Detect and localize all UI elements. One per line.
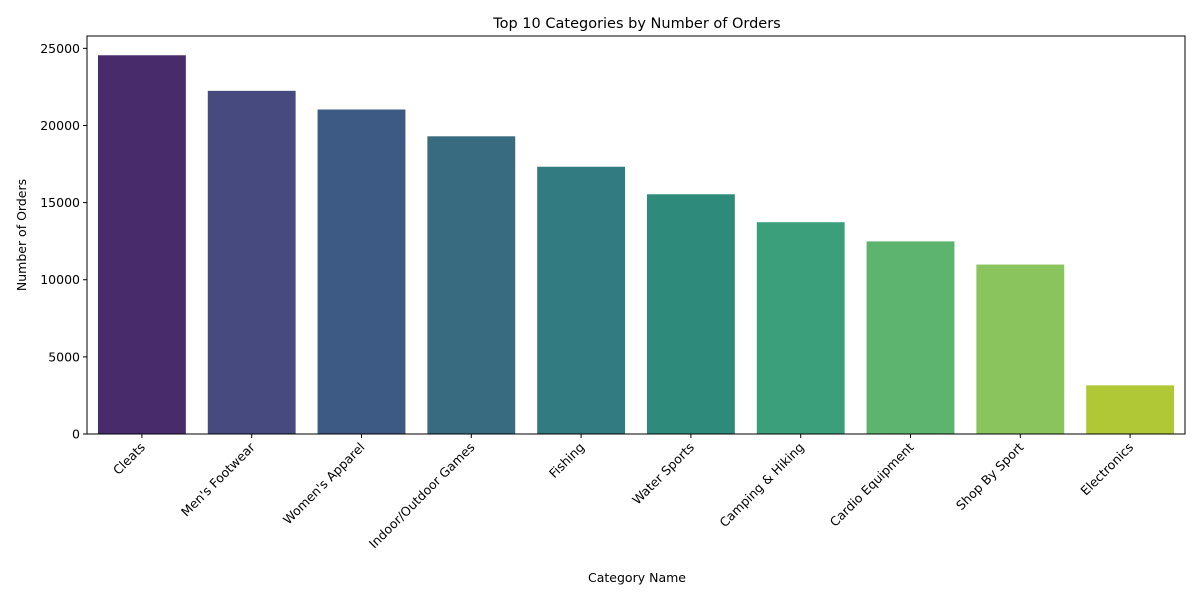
x-tick-label: Camping & Hiking: [716, 440, 806, 530]
bar-9: [1086, 385, 1175, 434]
y-axis-label: Number of Orders: [14, 179, 29, 291]
bar-6: [756, 222, 845, 434]
y-tick-label: 20000: [40, 118, 80, 133]
x-tick-label: Shop By Sport: [953, 439, 1027, 513]
x-tick-label: Electronics: [1077, 440, 1136, 499]
bar-1: [207, 90, 296, 435]
chart-title: Top 10 Categories by Number of Orders: [492, 16, 781, 32]
x-axis-ticks: Cleats Men's Footwear Women's ApparelIndoo…: [110, 434, 1136, 551]
x-tick-label: Men's Footwear: [178, 439, 258, 519]
y-axis-ticks: 0 5000 10000 15000 20000 25000: [40, 41, 87, 442]
x-tick-label: Cleats: [110, 440, 148, 478]
bar-0: [97, 55, 186, 435]
bar-3: [427, 136, 516, 434]
bar-4: [537, 166, 626, 434]
x-axis-label: Category Name: [588, 570, 686, 585]
y-tick-label: 0: [72, 427, 80, 442]
bar-5: [646, 194, 735, 434]
x-tick-label: Fishing: [546, 440, 587, 481]
bars-layer: [97, 55, 1175, 435]
x-tick-label: Water Sports: [629, 440, 697, 508]
plot-frame: [86, 35, 1186, 435]
x-tick-label: Cardio Equipment: [827, 439, 917, 529]
bar-2: [317, 109, 406, 434]
y-tick-label: 10000: [40, 272, 80, 287]
bar-7: [866, 241, 955, 434]
x-tick-label: Women's Apparel: [280, 440, 368, 528]
y-tick-label: 25000: [40, 41, 80, 56]
bar-8: [976, 264, 1065, 434]
y-tick-label: 15000: [40, 195, 80, 210]
y-tick-label: 5000: [48, 349, 80, 364]
x-tick-label: Indoor/Outdoor Games: [366, 440, 478, 552]
